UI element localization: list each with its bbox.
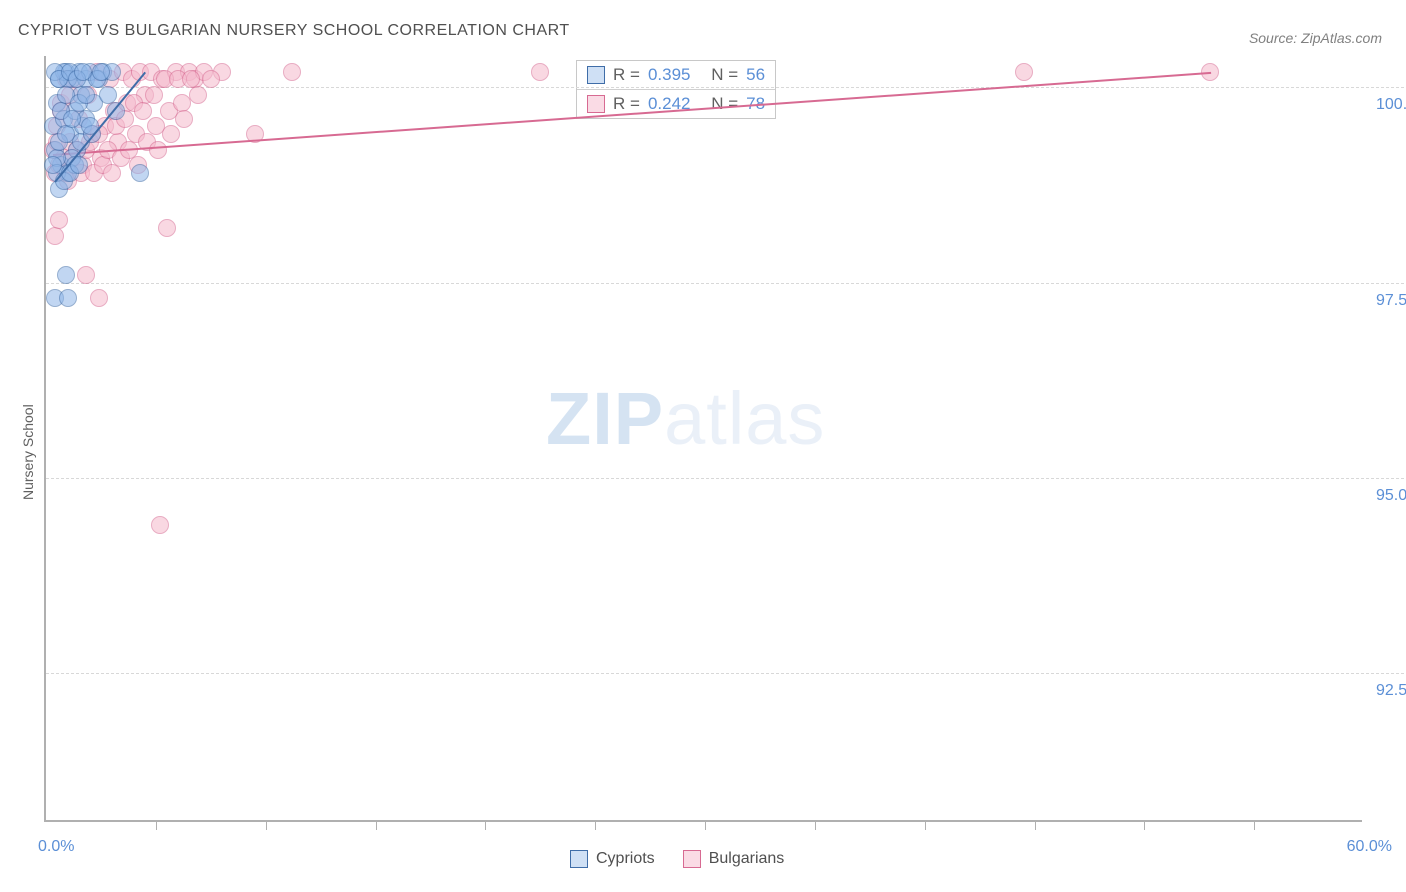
y-tick-label: 95.0% — [1376, 487, 1406, 505]
x-tick — [1035, 820, 1036, 830]
bulgarians-point — [189, 86, 207, 104]
x-axis-max-label: 60.0% — [1347, 838, 1392, 856]
x-axis-min-label: 0.0% — [38, 838, 74, 856]
y-tick-label: 100.0% — [1376, 96, 1406, 114]
x-tick — [266, 820, 267, 830]
bulgarians-swatch-icon — [587, 95, 605, 113]
cypriots-point — [57, 266, 75, 284]
stat-r-value: 0.395 — [648, 65, 691, 85]
stat-row-cypriots: R = 0.395 N = 56 — [577, 61, 775, 90]
bulgarians-point — [149, 141, 167, 159]
bulgarians-point — [175, 110, 193, 128]
cypriots-swatch-icon — [570, 850, 588, 868]
legend-label: Cypriots — [596, 850, 655, 868]
bulgarians-point — [90, 289, 108, 307]
bulgarians-point — [531, 63, 549, 81]
legend: Cypriots Bulgarians — [570, 850, 784, 868]
gridline — [46, 673, 1406, 674]
bulgarians-point — [134, 102, 152, 120]
legend-item-bulgarians: Bulgarians — [683, 850, 785, 868]
cypriots-point — [59, 289, 77, 307]
legend-item-cypriots: Cypriots — [570, 850, 655, 868]
source-name: ZipAtlas.com — [1301, 30, 1382, 46]
bulgarians-point — [202, 70, 220, 88]
y-tick-label: 97.5% — [1376, 292, 1406, 310]
gridline — [46, 87, 1406, 88]
bulgarians-point — [145, 86, 163, 104]
y-axis-label: Nursery School — [20, 404, 36, 500]
bulgarians-point — [283, 63, 301, 81]
bulgarians-swatch-icon — [683, 850, 701, 868]
cypriots-point — [74, 63, 92, 81]
bulgarians-point — [1015, 63, 1033, 81]
bulgarians-point — [103, 164, 121, 182]
gridline — [46, 283, 1406, 284]
stat-n-label: N = — [711, 65, 738, 85]
source-prefix: Source: — [1249, 30, 1301, 46]
y-tick-label: 92.5% — [1376, 682, 1406, 700]
cypriots-point — [57, 125, 75, 143]
cypriots-point — [92, 63, 110, 81]
x-tick — [1144, 820, 1145, 830]
bulgarians-point — [162, 125, 180, 143]
cypriots-point — [44, 156, 62, 174]
watermark-atlas: atlas — [664, 377, 825, 460]
plot-area: ZIPatlas R = 0.395 N = 56 R = 0.242 N = … — [44, 56, 1362, 822]
watermark: ZIPatlas — [546, 376, 825, 461]
x-tick — [705, 820, 706, 830]
cypriots-point — [131, 164, 149, 182]
bulgarians-point — [77, 266, 95, 284]
legend-label: Bulgarians — [709, 850, 785, 868]
x-tick — [156, 820, 157, 830]
x-tick — [376, 820, 377, 830]
chart-title: CYPRIOT VS BULGARIAN NURSERY SCHOOL CORR… — [18, 22, 570, 40]
cypriots-swatch-icon — [587, 66, 605, 84]
stat-n-value: 56 — [746, 65, 765, 85]
x-tick — [485, 820, 486, 830]
stat-r-label: R = — [613, 94, 640, 114]
bulgarians-point — [158, 219, 176, 237]
watermark-zip: ZIP — [546, 377, 664, 460]
bulgarians-point — [46, 227, 64, 245]
bulgarians-point — [151, 516, 169, 534]
bulgarians-point — [50, 211, 68, 229]
x-tick — [595, 820, 596, 830]
gridline — [46, 478, 1406, 479]
chart-source: Source: ZipAtlas.com — [1249, 30, 1382, 46]
x-tick — [1254, 820, 1255, 830]
x-tick — [815, 820, 816, 830]
stat-r-label: R = — [613, 65, 640, 85]
x-tick — [925, 820, 926, 830]
cypriots-point — [77, 86, 95, 104]
cypriots-point — [63, 110, 81, 128]
stat-n-label: N = — [711, 94, 738, 114]
